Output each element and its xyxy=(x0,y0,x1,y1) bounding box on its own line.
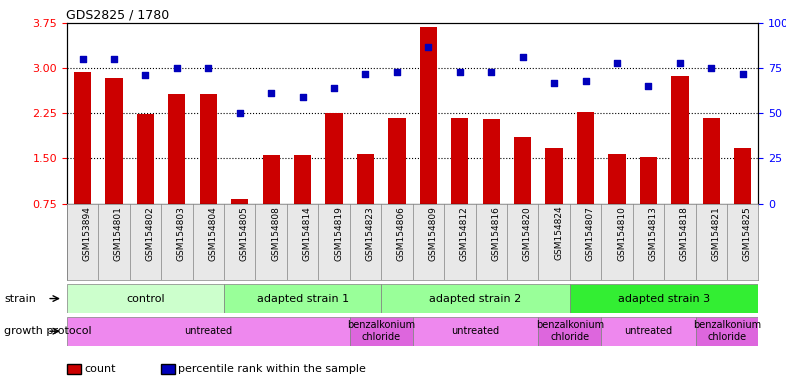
Point xyxy=(674,60,686,66)
Bar xyxy=(608,154,626,204)
Point xyxy=(642,83,655,89)
Point xyxy=(611,60,623,66)
Bar xyxy=(734,147,751,204)
Text: GSM154802: GSM154802 xyxy=(145,206,154,261)
Text: control: control xyxy=(126,293,165,304)
Bar xyxy=(67,284,224,313)
Bar xyxy=(294,156,311,204)
Bar xyxy=(601,317,696,346)
Bar xyxy=(231,199,248,204)
Text: GSM154804: GSM154804 xyxy=(208,206,217,261)
Text: GSM154810: GSM154810 xyxy=(617,206,626,261)
Bar xyxy=(200,94,217,204)
Text: GSM154808: GSM154808 xyxy=(271,206,280,261)
Text: adapted strain 3: adapted strain 3 xyxy=(618,293,711,304)
Point xyxy=(516,54,529,60)
Point xyxy=(705,65,718,71)
Point xyxy=(736,71,749,77)
Text: GSM154820: GSM154820 xyxy=(523,206,531,261)
Text: GSM154803: GSM154803 xyxy=(177,206,185,261)
Bar xyxy=(570,284,758,313)
Bar xyxy=(514,137,531,204)
Point xyxy=(171,65,183,71)
Bar xyxy=(671,76,689,204)
Point xyxy=(328,85,340,91)
Text: GSM154818: GSM154818 xyxy=(680,206,689,261)
Bar xyxy=(388,118,406,204)
Point xyxy=(265,90,277,96)
Text: GSM154824: GSM154824 xyxy=(554,206,563,260)
Text: GSM154812: GSM154812 xyxy=(460,206,468,261)
Text: GSM153894: GSM153894 xyxy=(83,206,91,261)
Bar xyxy=(538,317,601,346)
Point xyxy=(233,110,246,116)
Bar xyxy=(74,72,91,204)
Text: GSM154825: GSM154825 xyxy=(743,206,751,261)
Text: GSM154807: GSM154807 xyxy=(586,206,594,261)
Point xyxy=(485,69,498,75)
Bar xyxy=(263,156,280,204)
Text: GSM154805: GSM154805 xyxy=(240,206,248,261)
Text: benzalkonium
chloride: benzalkonium chloride xyxy=(536,320,604,342)
Bar xyxy=(577,112,594,204)
Point xyxy=(296,94,309,100)
Point xyxy=(139,72,152,78)
Text: benzalkonium
chloride: benzalkonium chloride xyxy=(693,320,761,342)
Point xyxy=(454,69,466,75)
Text: GSM154823: GSM154823 xyxy=(365,206,374,261)
Text: percentile rank within the sample: percentile rank within the sample xyxy=(178,364,366,374)
Text: GSM154809: GSM154809 xyxy=(428,206,437,261)
Bar xyxy=(137,114,154,204)
Bar xyxy=(105,78,123,204)
Bar xyxy=(325,113,343,204)
Point xyxy=(76,56,89,62)
Text: adapted strain 2: adapted strain 2 xyxy=(429,293,522,304)
Bar xyxy=(413,317,538,346)
Text: untreated: untreated xyxy=(184,326,233,336)
Point xyxy=(202,65,215,71)
Bar xyxy=(640,157,657,204)
Bar xyxy=(357,154,374,204)
Point xyxy=(579,78,592,84)
Bar xyxy=(420,27,437,204)
Bar xyxy=(350,317,413,346)
Text: growth protocol: growth protocol xyxy=(4,326,91,336)
Text: GSM154801: GSM154801 xyxy=(114,206,123,261)
Text: GSM154813: GSM154813 xyxy=(648,206,657,261)
Text: count: count xyxy=(84,364,116,374)
Text: GSM154816: GSM154816 xyxy=(491,206,500,261)
Text: GSM154814: GSM154814 xyxy=(303,206,311,261)
Bar xyxy=(224,284,381,313)
Bar xyxy=(696,317,758,346)
Point xyxy=(422,43,435,50)
Point xyxy=(108,56,120,62)
Bar xyxy=(545,148,563,204)
Bar xyxy=(483,119,500,204)
Text: GSM154806: GSM154806 xyxy=(397,206,406,261)
Text: untreated: untreated xyxy=(624,326,673,336)
Bar xyxy=(381,284,570,313)
Text: GSM154819: GSM154819 xyxy=(334,206,343,261)
Point xyxy=(391,69,403,75)
Bar xyxy=(451,118,468,204)
Text: adapted strain 1: adapted strain 1 xyxy=(256,293,349,304)
Point xyxy=(359,71,372,77)
Text: GDS2825 / 1780: GDS2825 / 1780 xyxy=(66,9,169,22)
Bar xyxy=(67,317,350,346)
Point xyxy=(548,79,560,86)
Text: GSM154821: GSM154821 xyxy=(711,206,720,261)
Text: benzalkonium
chloride: benzalkonium chloride xyxy=(347,320,415,342)
Text: strain: strain xyxy=(4,293,36,304)
Text: untreated: untreated xyxy=(451,326,500,336)
Bar xyxy=(703,118,720,204)
Bar xyxy=(168,94,185,204)
